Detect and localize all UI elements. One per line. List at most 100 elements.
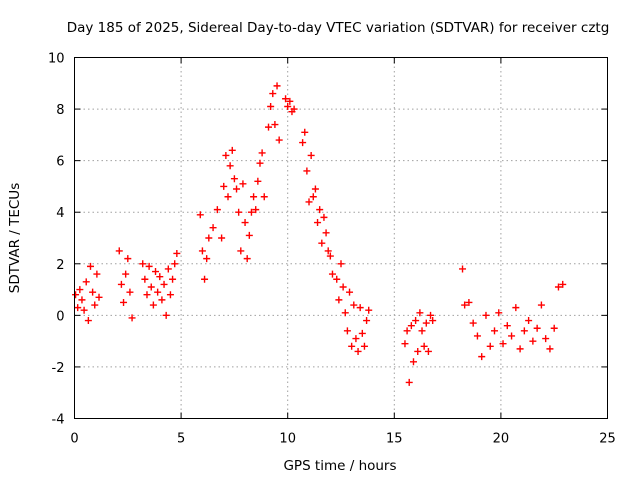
data-point bbox=[299, 139, 307, 147]
data-point bbox=[139, 260, 147, 268]
data-point bbox=[254, 177, 262, 185]
data-point bbox=[82, 278, 90, 286]
y-tick-label: 8 bbox=[56, 103, 64, 118]
data-point bbox=[328, 270, 336, 278]
data-point bbox=[363, 317, 371, 325]
data-point bbox=[303, 167, 311, 175]
data-point bbox=[169, 275, 177, 283]
data-point bbox=[273, 82, 281, 90]
data-point bbox=[239, 180, 247, 188]
x-tick-label: 5 bbox=[177, 432, 185, 447]
data-point bbox=[465, 298, 473, 306]
data-point bbox=[247, 208, 255, 216]
data-points bbox=[72, 82, 567, 386]
data-point bbox=[198, 247, 206, 255]
data-point bbox=[525, 317, 533, 325]
y-tick-label: 4 bbox=[56, 206, 64, 221]
data-point bbox=[412, 317, 420, 325]
data-point bbox=[196, 211, 204, 219]
data-point bbox=[160, 280, 168, 288]
data-point bbox=[156, 273, 164, 281]
data-point bbox=[252, 206, 260, 214]
data-point bbox=[542, 335, 550, 343]
data-point bbox=[326, 252, 334, 260]
data-point bbox=[203, 255, 211, 263]
data-point bbox=[243, 255, 251, 263]
y-axis-label: SDTVAR / TECUs bbox=[7, 183, 23, 293]
chart-title: Day 185 of 2025, Sidereal Day-to-day VTE… bbox=[67, 20, 610, 36]
data-point bbox=[550, 324, 558, 332]
data-point bbox=[307, 151, 315, 159]
x-tick-label: 10 bbox=[279, 432, 296, 447]
data-point bbox=[152, 268, 160, 276]
y-tick-label: 0 bbox=[56, 309, 64, 324]
data-point bbox=[271, 121, 279, 129]
data-point bbox=[305, 198, 313, 206]
y-tick-label: 6 bbox=[56, 155, 64, 170]
data-point bbox=[516, 345, 524, 353]
data-point bbox=[84, 317, 92, 325]
data-point bbox=[218, 234, 226, 242]
data-point bbox=[533, 324, 541, 332]
data-point bbox=[478, 353, 486, 361]
data-point bbox=[459, 265, 467, 273]
data-point bbox=[126, 288, 134, 296]
data-point bbox=[311, 185, 319, 193]
data-point bbox=[89, 288, 97, 296]
data-point bbox=[269, 90, 277, 98]
data-point bbox=[416, 309, 424, 317]
data-point bbox=[226, 162, 234, 170]
data-point bbox=[495, 309, 503, 317]
data-point bbox=[529, 337, 537, 345]
data-point bbox=[205, 234, 213, 242]
data-point bbox=[473, 332, 481, 340]
y-tick-label: 2 bbox=[56, 258, 64, 273]
data-point bbox=[403, 327, 411, 335]
data-point bbox=[333, 275, 341, 283]
data-point bbox=[356, 304, 364, 312]
data-point bbox=[322, 229, 330, 237]
data-point bbox=[72, 291, 80, 299]
data-point bbox=[318, 239, 326, 247]
data-point bbox=[422, 319, 430, 327]
data-point bbox=[122, 270, 130, 278]
data-point bbox=[267, 102, 275, 110]
data-point bbox=[224, 193, 232, 201]
data-point bbox=[228, 146, 236, 154]
data-point bbox=[482, 311, 490, 319]
data-point bbox=[245, 231, 253, 239]
data-point bbox=[414, 347, 422, 355]
data-point bbox=[339, 283, 347, 291]
data-point bbox=[512, 304, 520, 312]
data-point bbox=[95, 293, 103, 301]
data-point bbox=[235, 208, 243, 216]
data-point bbox=[358, 329, 366, 337]
data-point bbox=[405, 378, 413, 386]
data-point bbox=[209, 224, 217, 232]
data-point bbox=[282, 95, 290, 103]
y-tick-label: 10 bbox=[48, 52, 65, 67]
data-point bbox=[256, 159, 264, 167]
data-point bbox=[78, 296, 86, 304]
data-point bbox=[120, 298, 128, 306]
ticks: 0 5 10 15 20 25 -4 -2 0 2 4 6 8 10 bbox=[48, 52, 616, 447]
data-point bbox=[407, 322, 415, 330]
data-point bbox=[559, 280, 567, 288]
data-point bbox=[117, 280, 125, 288]
data-point bbox=[424, 347, 432, 355]
data-point bbox=[348, 342, 356, 350]
data-point bbox=[260, 193, 268, 201]
data-point bbox=[401, 340, 409, 348]
data-point bbox=[320, 213, 328, 221]
x-tick-label: 0 bbox=[70, 432, 78, 447]
data-point bbox=[222, 151, 230, 159]
grid bbox=[74, 57, 608, 419]
data-point bbox=[537, 301, 545, 309]
y-tick-label: -4 bbox=[52, 413, 65, 428]
data-point bbox=[171, 260, 179, 268]
data-point bbox=[352, 335, 360, 343]
data-point bbox=[554, 283, 562, 291]
data-point bbox=[324, 247, 332, 255]
data-point bbox=[360, 342, 368, 350]
